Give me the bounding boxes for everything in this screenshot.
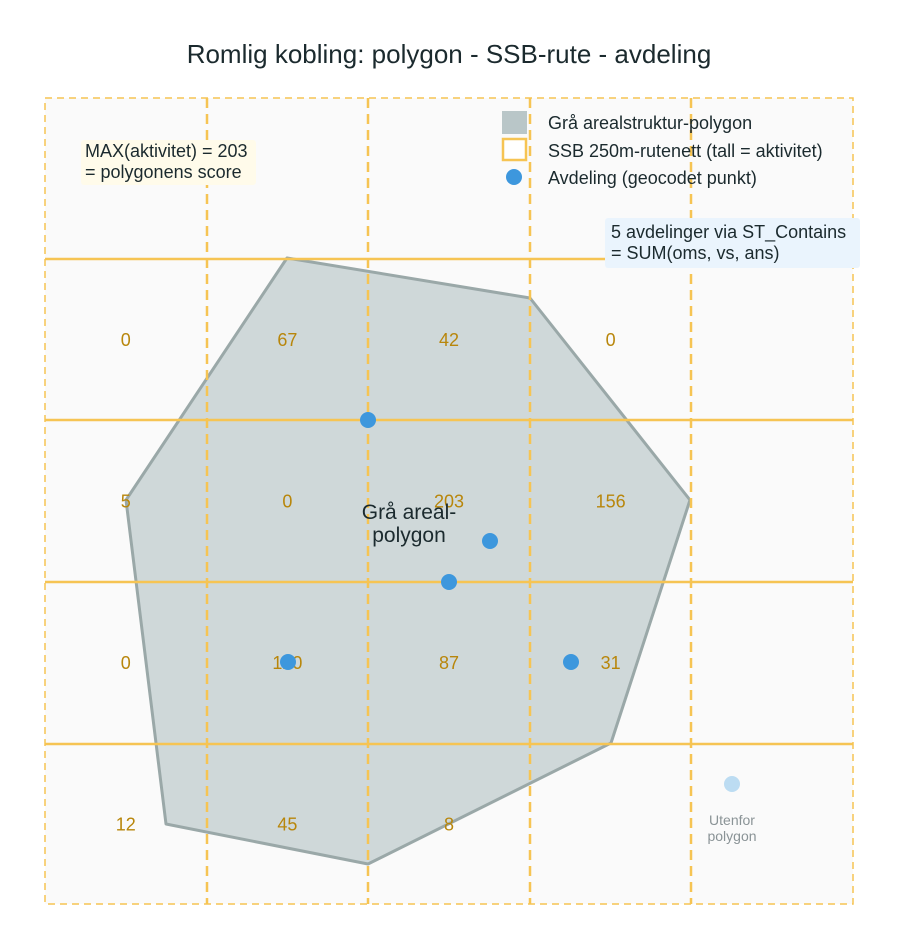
contains-note-line2: = SUM(oms, vs, ans) xyxy=(611,243,780,263)
legend-point-label: Avdeling (geocodet punkt) xyxy=(548,168,757,188)
department-points xyxy=(280,412,740,792)
legend-grid-label: SSB 250m-rutenett (tall = aktivitet) xyxy=(548,141,823,161)
cell-values: 067420502031560120873112458 xyxy=(116,330,626,835)
grid-cell-value: 156 xyxy=(596,491,626,511)
department-point-outside xyxy=(724,776,740,792)
legend-grid-swatch xyxy=(501,137,528,162)
legend-point-swatch xyxy=(506,169,522,185)
max-note-line1: MAX(aktivitet) = 203 xyxy=(85,141,248,161)
legend-polygon-swatch xyxy=(502,111,527,134)
diagram-title: Romlig kobling: polygon - SSB-rute - avd… xyxy=(187,39,712,69)
grid-cell-value: 203 xyxy=(434,491,464,511)
outside-label-line2: polygon xyxy=(707,828,756,844)
grid-cell-value: 67 xyxy=(277,330,297,350)
grid-cell-value: 0 xyxy=(282,491,292,511)
department-point xyxy=(441,574,457,590)
grid-cell-value: 0 xyxy=(121,330,131,350)
grid-cell-value: 0 xyxy=(121,653,131,673)
grid-cell-value: 45 xyxy=(277,814,297,834)
grid-frame xyxy=(44,97,854,905)
grid-cell-value: 12 xyxy=(116,814,136,834)
grid-cell-value: 8 xyxy=(444,814,454,834)
department-point xyxy=(563,654,579,670)
max-note-box xyxy=(81,140,256,185)
outside-label-line1: Utenfor xyxy=(709,812,755,828)
legend-polygon-label: Grå arealstruktur-polygon xyxy=(548,113,752,133)
department-point xyxy=(360,412,376,428)
grid-cell-value: 31 xyxy=(601,653,621,673)
legend: Grå arealstruktur-polygon SSB 250m-ruten… xyxy=(501,111,823,188)
polygon-label-line1: Grå areal- xyxy=(362,501,457,524)
grid-cell-value: 42 xyxy=(439,330,459,350)
polygon-label-line2: polygon xyxy=(372,524,446,547)
max-note-line2: = polygonens score xyxy=(85,162,242,182)
grid-cell-value: 0 xyxy=(606,330,616,350)
contains-note-box xyxy=(605,218,860,268)
contains-note-line1: 5 avdelinger via ST_Contains xyxy=(611,222,846,243)
grid-cell-value: 5 xyxy=(121,491,131,511)
area-polygon xyxy=(124,256,692,866)
department-point xyxy=(482,533,498,549)
department-point xyxy=(280,654,296,670)
grid-cell-value: 87 xyxy=(439,653,459,673)
